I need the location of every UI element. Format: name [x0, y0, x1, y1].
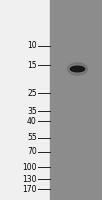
Text: 15: 15: [27, 60, 37, 70]
Text: 130: 130: [22, 174, 37, 184]
Text: 70: 70: [27, 148, 37, 156]
Text: 55: 55: [27, 134, 37, 142]
Text: 170: 170: [22, 184, 37, 194]
Text: 35: 35: [27, 106, 37, 116]
Ellipse shape: [68, 63, 88, 75]
Text: 10: 10: [27, 42, 37, 50]
Text: 40: 40: [27, 116, 37, 126]
Ellipse shape: [70, 66, 85, 72]
Bar: [50, 0, 102, 200]
Text: 100: 100: [22, 162, 37, 171]
Text: 25: 25: [27, 88, 37, 98]
